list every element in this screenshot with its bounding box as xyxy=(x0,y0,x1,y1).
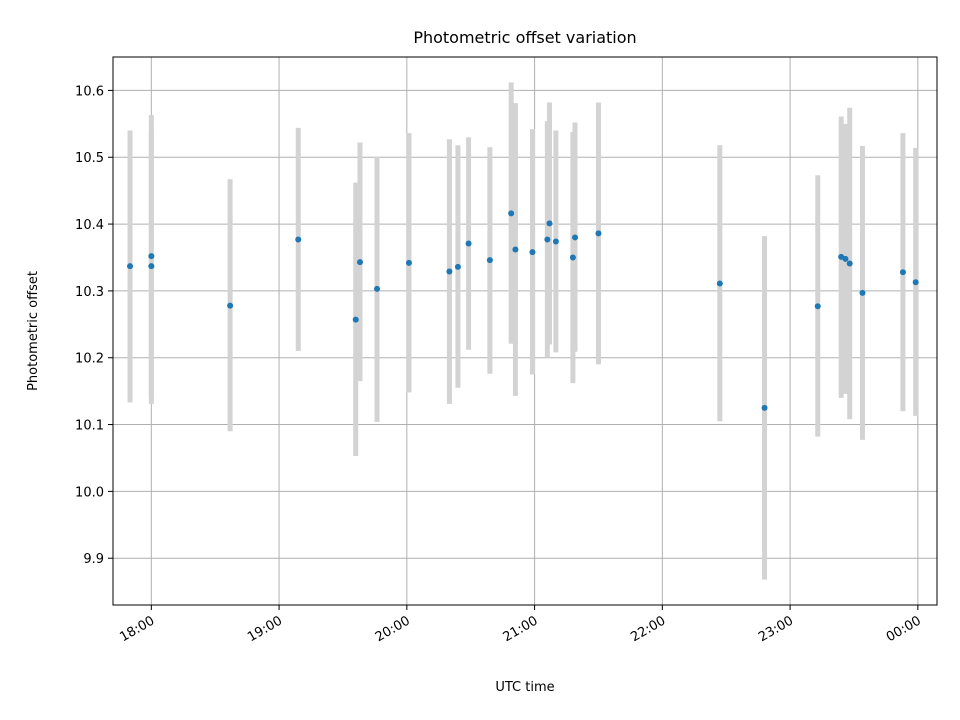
y-tick-label: 10.3 xyxy=(75,285,104,300)
data-point xyxy=(859,289,866,296)
y-tick-label: 10.0 xyxy=(75,485,104,500)
data-point xyxy=(716,280,723,287)
data-point xyxy=(842,255,849,262)
data-point xyxy=(572,234,579,241)
data-point xyxy=(356,259,363,266)
data-point xyxy=(454,263,461,270)
data-point xyxy=(761,404,768,411)
y-tick-label: 10.5 xyxy=(75,151,104,166)
data-point xyxy=(405,259,412,266)
data-point xyxy=(227,302,234,309)
data-point xyxy=(529,249,536,256)
data-point xyxy=(595,230,602,237)
data-point xyxy=(148,263,155,270)
data-point xyxy=(512,246,519,253)
data-point xyxy=(846,260,853,267)
data-point xyxy=(486,257,493,264)
y-tick-label: 9.9 xyxy=(83,552,104,567)
data-point xyxy=(546,220,553,227)
data-point xyxy=(814,303,821,310)
data-point xyxy=(544,236,551,243)
data-point xyxy=(374,285,381,292)
x-axis-label: UTC time xyxy=(495,680,554,695)
data-point xyxy=(508,210,515,217)
data-point xyxy=(446,268,453,275)
data-point xyxy=(569,254,576,261)
y-axis: 9.9 10.0 10.1 10.2 10.3 10.4 10.5 10.6 xyxy=(75,84,113,567)
y-tick-label: 10.1 xyxy=(75,419,104,434)
data-point xyxy=(912,279,919,286)
y-tick-label: 10.2 xyxy=(75,352,104,367)
data-point xyxy=(148,253,155,260)
data-point xyxy=(465,240,472,247)
data-points xyxy=(127,210,919,411)
y-tick-label: 10.4 xyxy=(75,218,104,233)
data-point xyxy=(552,238,559,245)
y-tick-label: 10.6 xyxy=(75,84,104,99)
plot-frame xyxy=(112,56,938,606)
data-point xyxy=(295,236,302,243)
chart-title: Photometric offset variation xyxy=(413,28,636,47)
data-point xyxy=(899,269,906,276)
data-point xyxy=(352,316,359,323)
data-point xyxy=(127,263,134,270)
y-axis-label: Photometric offset xyxy=(26,271,41,391)
